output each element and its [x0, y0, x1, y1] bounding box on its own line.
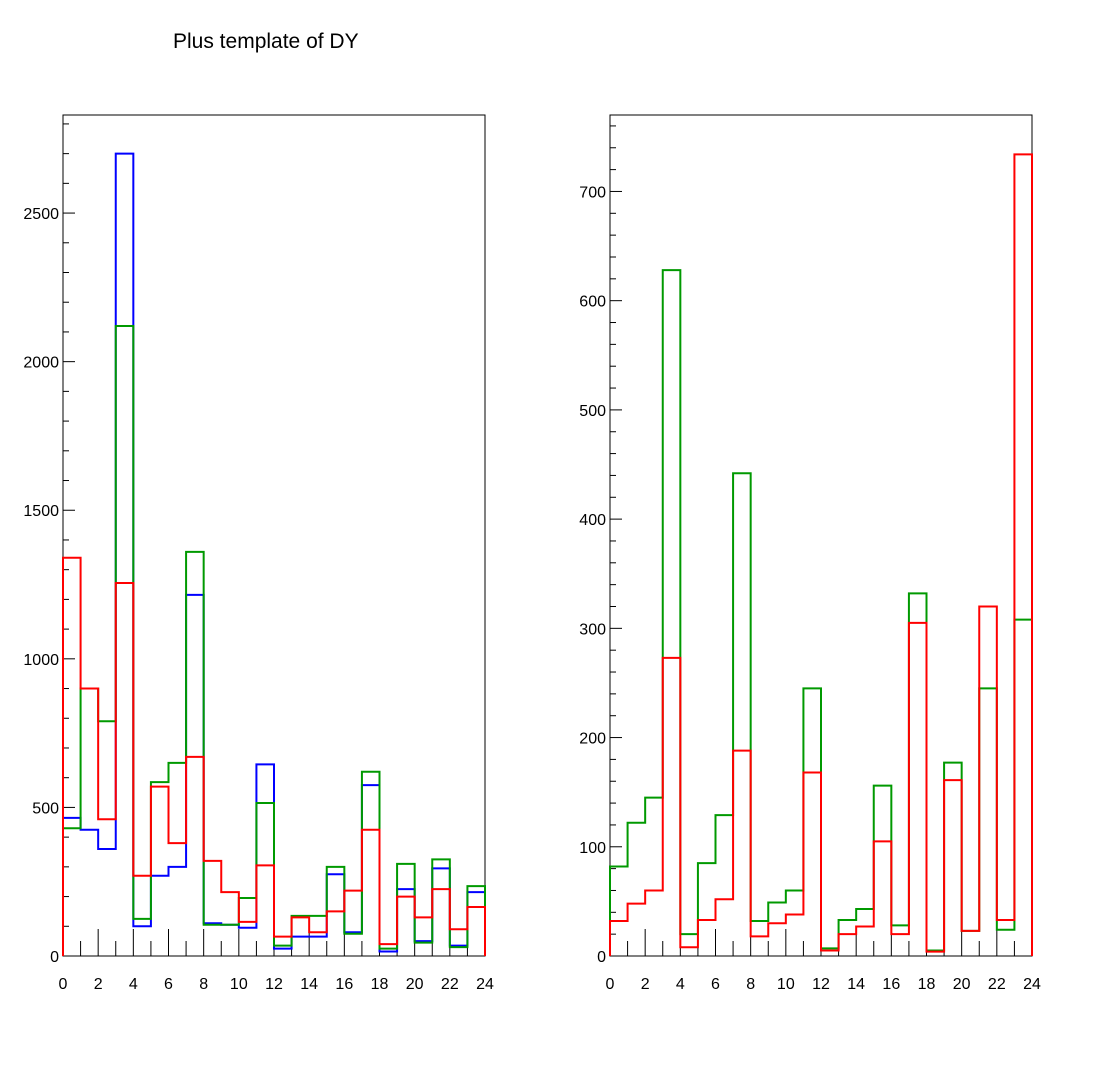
y-tick-label: 200: [579, 731, 606, 748]
x-tick-label: 0: [59, 976, 68, 993]
y-tick-label: 300: [579, 621, 606, 638]
x-tick-label: 22: [441, 976, 459, 993]
right-histogram-panel: 0 2 4 6 8 10 12 14 16 18 20 22 240100200300400500600…: [579, 114, 1041, 993]
left-histogram-panel: 0 2 4 6 8 10 12 14 16 18 20 22 240500100015002000250…: [23, 114, 494, 993]
x-tick-label: 18: [918, 976, 936, 993]
x-tick-label: 10: [777, 976, 795, 993]
x-tick-label: 6: [164, 976, 173, 993]
x-tick-label: 8: [746, 976, 755, 993]
y-tick-label: 500: [579, 403, 606, 420]
x-tick-label: 16: [882, 976, 900, 993]
chart-title: Plus template of DY: [173, 30, 359, 53]
x-tick-label: 24: [1023, 976, 1041, 993]
y-tick-label: 700: [579, 184, 606, 201]
y-tick-label: 2000: [23, 355, 59, 372]
x-tick-label: 2: [94, 976, 103, 993]
y-tick-label: 2500: [23, 206, 59, 223]
x-tick-label: 8: [199, 976, 208, 993]
x-tick-label: 14: [847, 976, 865, 993]
y-tick-label: 1500: [23, 503, 59, 520]
histogram-series-2: [62, 556, 486, 956]
x-tick-label: 20: [406, 976, 424, 993]
x-tick-label: 22: [988, 976, 1006, 993]
x-tick-label: 14: [300, 976, 318, 993]
x-tick-label: 4: [676, 976, 685, 993]
x-tick-label: 4: [129, 976, 138, 993]
x-tick-label: 24: [476, 976, 494, 993]
x-tick-label: 10: [230, 976, 248, 993]
x-tick-label: 2: [641, 976, 650, 993]
y-tick-label: 500: [32, 800, 59, 817]
x-tick-label: 16: [335, 976, 353, 993]
x-tick-label: 6: [711, 976, 720, 993]
y-tick-label: 0: [597, 949, 606, 966]
y-tick-label: 0: [50, 949, 59, 966]
y-tick-label: 100: [579, 840, 606, 857]
y-tick-label: 600: [579, 294, 606, 311]
y-tick-label: 1000: [23, 652, 59, 669]
x-tick-label: 20: [953, 976, 971, 993]
histogram-series-1: [609, 153, 1033, 956]
y-tick-label: 400: [579, 512, 606, 529]
histogram-series-1: [62, 324, 486, 956]
x-tick-label: 12: [812, 976, 830, 993]
x-tick-label: 18: [371, 976, 389, 993]
x-tick-label: 12: [265, 976, 283, 993]
x-tick-label: 0: [606, 976, 615, 993]
